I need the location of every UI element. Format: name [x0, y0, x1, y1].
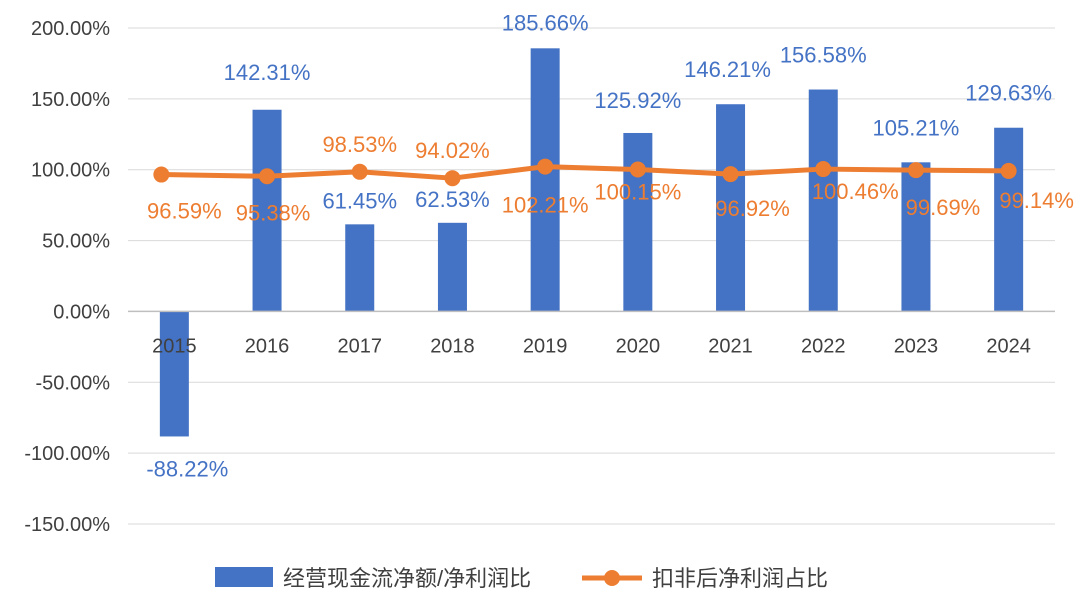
- bar-data-label: 156.58%: [780, 43, 867, 68]
- y-tick-label: 100.00%: [31, 160, 110, 182]
- bar-2022: [808, 89, 838, 312]
- line-data-label: 99.14%: [999, 188, 1074, 213]
- bar-series: [159, 48, 1024, 437]
- bar-data-label: 105.21%: [873, 115, 960, 140]
- line-data-label: 99.69%: [906, 195, 981, 220]
- x-tick-label: 2018: [430, 335, 475, 357]
- x-tick-label: 2020: [616, 335, 661, 357]
- x-tick-label: 2017: [338, 335, 383, 357]
- x-tick-label: 2021: [708, 335, 753, 357]
- x-tick-label: 2023: [894, 335, 939, 357]
- line-data-label: 102.21%: [502, 193, 589, 218]
- bar-data-label: 62.53%: [415, 187, 490, 212]
- line-point-2023: [907, 162, 924, 179]
- line-point-2017: [351, 163, 368, 180]
- bar-data-label: -88.22%: [146, 456, 228, 481]
- bar-data-labels: -88.22% 142.31% 61.45% 62.53% 185.66% 125.92%…: [146, 10, 1052, 481]
- line-data-label: 96.92%: [715, 196, 790, 221]
- y-tick-label: 50.00%: [42, 231, 110, 253]
- bar-data-label: 146.21%: [684, 57, 771, 82]
- y-tick-label: -150.00%: [24, 514, 110, 536]
- bar-data-label: 185.66%: [502, 10, 589, 35]
- bar-2017: [345, 224, 375, 312]
- x-tick-label: 2016: [245, 335, 290, 357]
- y-axis-ticks: 200.00% 150.00% 100.00% 50.00% 0.00% -50.00% -…: [24, 18, 110, 536]
- y-tick-label: 200.00%: [31, 18, 110, 40]
- x-tick-label: 2019: [523, 335, 568, 357]
- line-point-2020: [629, 161, 646, 178]
- legend: 经营现金流净额/净利润比 扣非后净利润占比: [215, 566, 828, 591]
- legend-bar-swatch: [215, 567, 273, 587]
- bar-2015: [159, 311, 189, 437]
- x-axis-ticks: 2015 2016 2017 2018 2019 2020 2021 2022 2023 2024: [152, 335, 1031, 357]
- line-point-2016: [259, 168, 276, 185]
- bar-data-label: 61.45%: [322, 188, 397, 213]
- line-point-2018: [444, 170, 461, 187]
- bar-data-label: 129.63%: [965, 81, 1052, 106]
- y-tick-label: 150.00%: [31, 89, 110, 111]
- line-data-label: 95.38%: [236, 200, 311, 225]
- line-data-label: 100.15%: [594, 180, 681, 205]
- line-data-label: 96.59%: [147, 199, 222, 224]
- legend-line-marker: [604, 570, 620, 586]
- line-data-label: 100.46%: [812, 179, 899, 204]
- x-tick-label: 2024: [986, 335, 1031, 357]
- line-data-label: 94.02%: [415, 138, 490, 163]
- bar-2020: [623, 132, 653, 312]
- y-tick-label: 0.00%: [53, 301, 110, 323]
- line-point-2015: [153, 166, 170, 183]
- line-path: [158, 164, 1012, 181]
- line-point-2022: [815, 161, 832, 178]
- line-series: [153, 158, 1017, 187]
- bar-data-label: 142.31%: [224, 60, 311, 85]
- legend-line-label: 扣非后净利润占比: [652, 566, 828, 591]
- bar-2019: [530, 48, 560, 312]
- line-point-2024: [1000, 162, 1017, 179]
- x-tick-label: 2022: [801, 335, 846, 357]
- bar-2024: [994, 127, 1024, 312]
- legend-bar-label: 经营现金流净额/净利润比: [283, 566, 531, 591]
- y-tick-label: -100.00%: [24, 443, 110, 465]
- line-data-labels: 96.59% 95.38% 98.53% 94.02% 102.21%100.15% 96…: [147, 132, 1074, 225]
- bar-2018: [437, 222, 467, 312]
- bar-data-label: 125.92%: [594, 88, 681, 113]
- line-point-2021: [722, 166, 739, 183]
- x-tick-label: 2015: [152, 335, 197, 357]
- line-data-label: 98.53%: [322, 132, 397, 157]
- y-tick-label: -50.00%: [36, 372, 111, 394]
- bar-2016: [252, 109, 282, 312]
- bar-2021: [716, 104, 746, 312]
- bar-2023: [901, 162, 931, 312]
- line-point-2019: [537, 158, 554, 175]
